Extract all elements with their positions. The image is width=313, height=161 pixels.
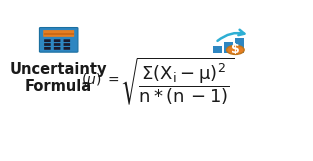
FancyBboxPatch shape bbox=[54, 39, 60, 42]
FancyBboxPatch shape bbox=[54, 47, 60, 50]
FancyBboxPatch shape bbox=[64, 39, 70, 42]
FancyBboxPatch shape bbox=[44, 47, 51, 50]
Text: Uncertainty: Uncertainty bbox=[9, 62, 107, 77]
FancyBboxPatch shape bbox=[44, 39, 51, 42]
FancyBboxPatch shape bbox=[43, 30, 74, 37]
Text: Formula: Formula bbox=[24, 79, 91, 95]
FancyBboxPatch shape bbox=[44, 43, 51, 46]
Text: $(u)\ =$: $(u)\ =$ bbox=[81, 71, 120, 87]
Text: $: $ bbox=[231, 43, 240, 56]
Circle shape bbox=[227, 45, 244, 54]
Bar bbox=[235, 38, 244, 53]
FancyBboxPatch shape bbox=[54, 43, 60, 46]
Bar bbox=[224, 42, 233, 53]
FancyBboxPatch shape bbox=[64, 43, 70, 46]
FancyBboxPatch shape bbox=[64, 47, 70, 50]
Bar bbox=[44, 33, 74, 35]
Text: $\sqrt{\dfrac{\Sigma(\mathrm{X_i - \mu})^2}{\mathrm{n * (n\,-1)}}}$: $\sqrt{\dfrac{\Sigma(\mathrm{X_i - \mu})… bbox=[120, 56, 234, 107]
Bar bbox=[213, 46, 222, 53]
FancyBboxPatch shape bbox=[39, 28, 78, 52]
